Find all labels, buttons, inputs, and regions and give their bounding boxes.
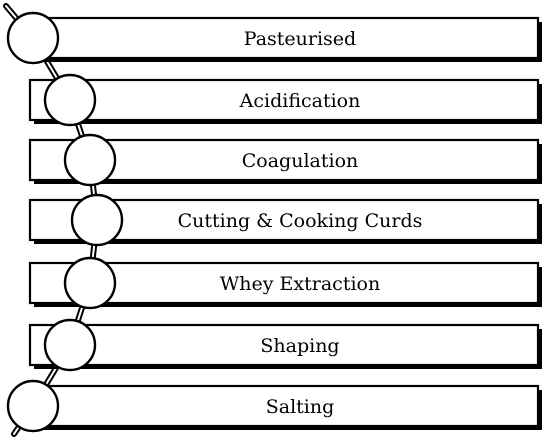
step-circle <box>6 379 60 433</box>
step-box <box>28 16 540 60</box>
step-label: Acidification <box>239 90 361 112</box>
step-label: Shaping <box>260 335 339 357</box>
step-box <box>28 384 540 428</box>
step-circle <box>63 133 117 187</box>
step-box <box>28 78 540 122</box>
step-label: Coagulation <box>242 150 359 172</box>
step-circle <box>6 11 60 65</box>
step-label: Cutting & Cooking Curds <box>178 210 423 232</box>
step-circle <box>70 193 124 247</box>
step-boxes: Pasteurised Acidification Coagulation Cutti… <box>28 16 542 430</box>
step-label: Salting <box>266 396 335 418</box>
step-circles <box>6 11 124 433</box>
step-box <box>28 323 540 367</box>
step-label: Pasteurised <box>244 28 356 50</box>
step-circle <box>43 73 97 127</box>
step-label: Whey Extraction <box>220 273 380 295</box>
step-box <box>28 261 540 305</box>
step-circle <box>63 256 117 310</box>
step-circle <box>43 318 97 372</box>
